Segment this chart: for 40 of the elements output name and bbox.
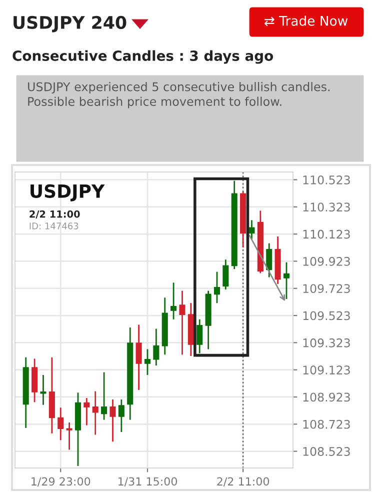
y-tick-label: 110.523 (303, 175, 350, 184)
chart-title: USDJPY 240 (14, 16, 126, 32)
candlestick (248, 220, 255, 240)
candlestick (84, 398, 90, 426)
candlestick (214, 272, 220, 304)
chart-subtitle: Consecutive Candles : 3 days ago (12, 50, 273, 64)
candlestick (66, 422, 72, 450)
candlestick (170, 282, 177, 320)
candlestick (118, 399, 124, 432)
y-tick-label: 109.523 (303, 311, 350, 320)
x-tick-label: 1/31 15:00 (118, 477, 177, 486)
candlestick (58, 408, 64, 440)
y-tick-label: 108.523 (303, 447, 350, 456)
y-tick-label: 109.923 (303, 256, 350, 266)
y-tick-label: 110.323 (303, 202, 350, 212)
candlestick (266, 243, 272, 278)
text: USDJPY experienced 5 consecutive bullish candles. Possible bearish price movement to follow. (28, 82, 330, 108)
candlestick (222, 260, 229, 290)
candlestick (179, 290, 186, 355)
annotation: ID: 147463 (30, 222, 78, 230)
annotation: USDJPY (30, 184, 105, 202)
candlestick (40, 374, 46, 405)
x-tick-label: 1/29 23:00 (32, 477, 90, 486)
y-tick-label: 109.123 (303, 366, 350, 374)
candlestick (283, 262, 290, 299)
candlestick (92, 391, 98, 435)
x-tick-label: 2/2 11:00 (217, 477, 270, 486)
text: ⇄ Trade Now (264, 16, 348, 26)
y-tick-label: 108.923 (303, 392, 350, 402)
candlestick (153, 328, 160, 366)
annotation: 2/2 11:00 (30, 210, 80, 219)
candlestick (144, 349, 151, 376)
candlestick (101, 372, 108, 420)
candlestick (110, 399, 116, 442)
y-tick-label: 109.323 (303, 338, 350, 348)
y-tick-label: 108.723 (303, 420, 350, 429)
y-tick-label: 109.723 (303, 284, 350, 294)
y-tick-label: 110.123 (303, 230, 350, 239)
candlestick (136, 324, 142, 390)
candlestick (196, 319, 203, 354)
